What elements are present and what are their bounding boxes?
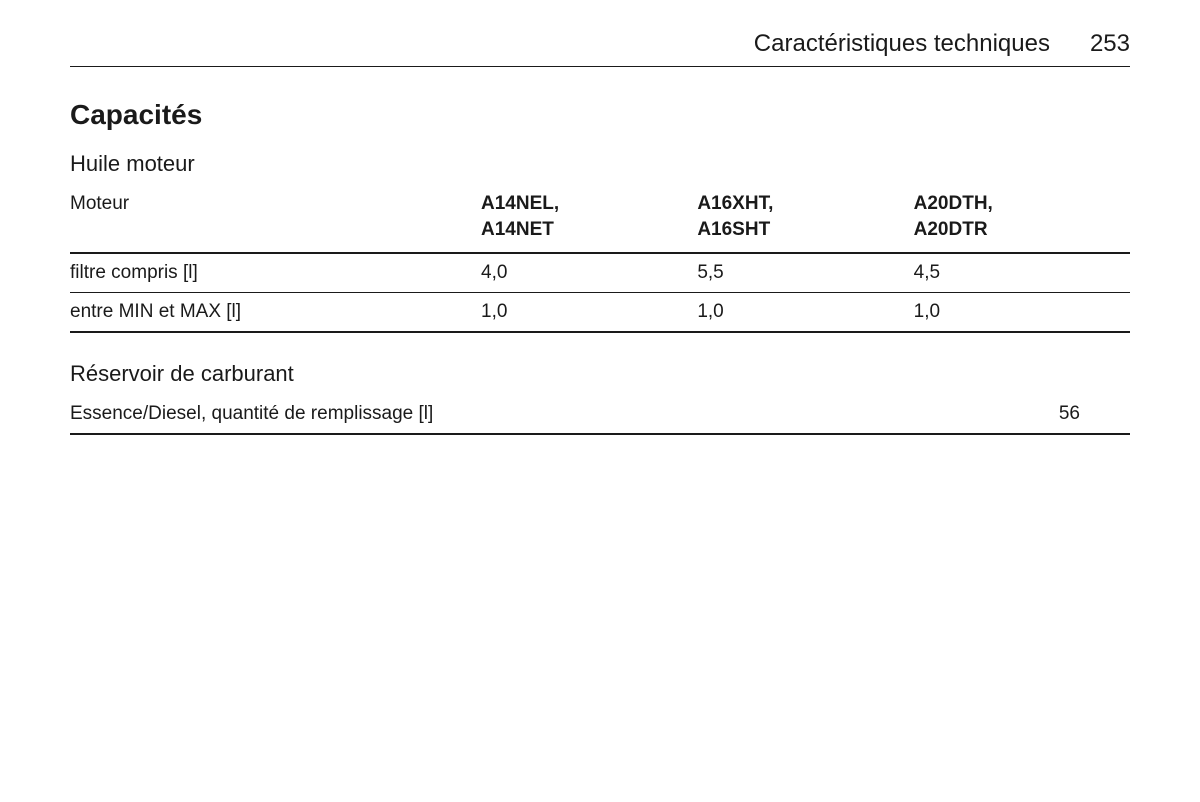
engine-2-line2: A16SHT — [697, 217, 913, 243]
page-number: 253 — [1090, 30, 1130, 58]
table-row: filtre compris [l] 4,0 5,5 4,5 — [70, 253, 1130, 293]
oil-row-header-label: Moteur — [70, 185, 481, 253]
oil-row-1-val-1: 4,0 — [481, 253, 697, 293]
oil-row-2-val-1: 1,0 — [481, 293, 697, 333]
engine-1-line2: A14NET — [481, 217, 697, 243]
engine-col-2: A16XHT, A16SHT — [697, 185, 913, 253]
table-row: entre MIN et MAX [l] 1,0 1,0 1,0 — [70, 293, 1130, 333]
header-title: Caractéristiques techniques — [754, 30, 1050, 58]
fuel-subsection-title: Réservoir de carburant — [70, 361, 1130, 387]
oil-table: Moteur A14NEL, A14NET A16XHT, A16SHT A20… — [70, 185, 1130, 333]
oil-row-1-val-2: 5,5 — [697, 253, 913, 293]
oil-row-2-val-3: 1,0 — [914, 293, 1130, 333]
engine-2-line1: A16XHT, — [697, 191, 913, 217]
oil-subsection-title: Huile moteur — [70, 151, 1130, 177]
fuel-value: 56 — [956, 395, 1130, 434]
engine-3-line1: A20DTH, — [914, 191, 1130, 217]
engine-3-line2: A20DTR — [914, 217, 1130, 243]
fuel-table: Essence/Diesel, quantité de remplissage … — [70, 395, 1130, 435]
engine-col-3: A20DTH, A20DTR — [914, 185, 1130, 253]
oil-row-1-val-3: 4,5 — [914, 253, 1130, 293]
engine-1-line1: A14NEL, — [481, 191, 697, 217]
page-header: Caractéristiques techniques 253 — [70, 30, 1130, 67]
fuel-label: Essence/Diesel, quantité de remplissage … — [70, 395, 956, 434]
oil-row-2-val-2: 1,0 — [697, 293, 913, 333]
oil-row-1-label: filtre compris [l] — [70, 253, 481, 293]
oil-table-header-row: Moteur A14NEL, A14NET A16XHT, A16SHT A20… — [70, 185, 1130, 253]
engine-col-1: A14NEL, A14NET — [481, 185, 697, 253]
table-row: Essence/Diesel, quantité de remplissage … — [70, 395, 1130, 434]
section-title: Capacités — [70, 99, 1130, 131]
oil-row-2-label: entre MIN et MAX [l] — [70, 293, 481, 333]
